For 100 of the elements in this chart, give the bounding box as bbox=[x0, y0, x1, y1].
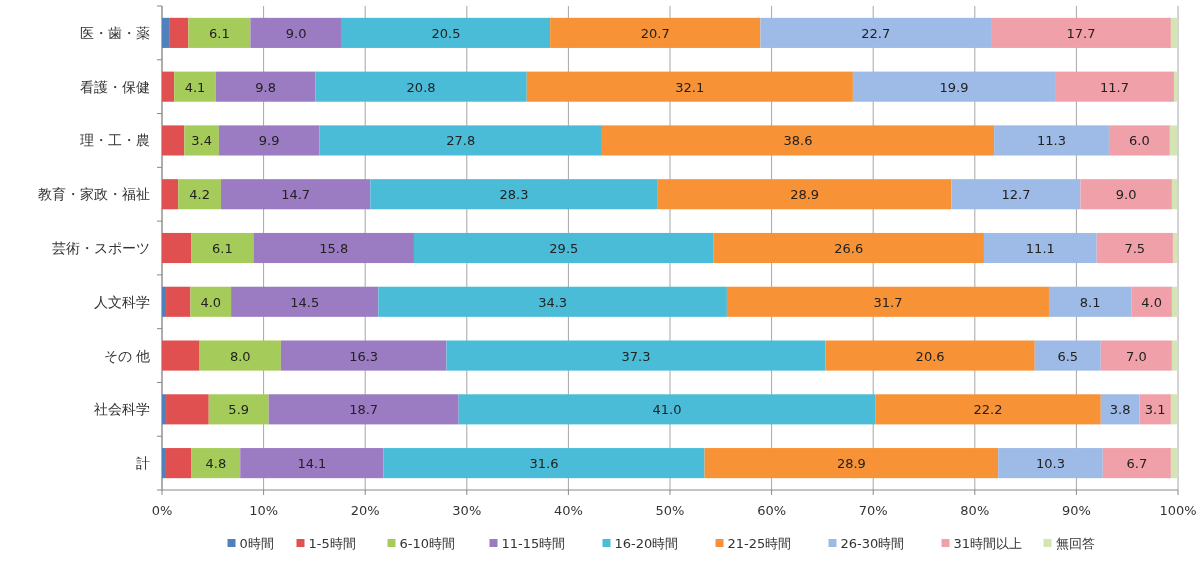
data-label: 11.7 bbox=[1100, 79, 1129, 95]
bar bbox=[268, 394, 459, 425]
x-tick-label: 20% bbox=[350, 503, 380, 518]
data-label: 4.0 bbox=[1141, 294, 1162, 310]
bar bbox=[760, 17, 992, 48]
bar bbox=[991, 17, 1171, 48]
bar bbox=[1173, 71, 1178, 102]
x-tick-label: 80% bbox=[960, 503, 990, 518]
bar bbox=[370, 179, 658, 210]
legend-label: 1-5時間 bbox=[308, 536, 356, 551]
data-label: 9.8 bbox=[255, 79, 276, 95]
data-label: 6.5 bbox=[1057, 348, 1079, 364]
data-label: 4.1 bbox=[184, 79, 206, 95]
bar bbox=[215, 71, 316, 102]
data-label: 6.1 bbox=[209, 25, 230, 41]
data-label: 19.9 bbox=[939, 79, 969, 95]
data-label: 31.7 bbox=[873, 294, 903, 310]
data-label: 9.0 bbox=[1115, 187, 1137, 203]
data-label: 10.3 bbox=[1036, 456, 1065, 472]
data-label: 4.0 bbox=[200, 294, 222, 310]
bar bbox=[1102, 448, 1171, 479]
data-label: 9.0 bbox=[285, 25, 307, 41]
legend-label: 26-30時間 bbox=[840, 536, 905, 551]
bar bbox=[1169, 125, 1177, 156]
bar bbox=[446, 340, 826, 371]
y-tick-label: 人文科学 bbox=[94, 293, 150, 310]
y-tick-label: 社会科学 bbox=[94, 401, 150, 418]
bar bbox=[166, 286, 191, 317]
data-label: 26.6 bbox=[834, 241, 864, 256]
x-tick-label: 50% bbox=[655, 503, 685, 518]
bar bbox=[550, 17, 761, 48]
legend-label: 0時間 bbox=[239, 536, 274, 551]
legend-label: 6-10時間 bbox=[399, 536, 456, 551]
y-tick-label: 教育・家政・福祉 bbox=[38, 186, 150, 203]
bar bbox=[191, 448, 241, 479]
bar bbox=[319, 125, 602, 156]
x-tick-label: 10% bbox=[249, 503, 279, 518]
x-tick-label: 100% bbox=[1159, 503, 1197, 518]
bar bbox=[704, 448, 999, 479]
bar bbox=[1172, 232, 1177, 264]
data-label: 20.5 bbox=[431, 25, 461, 41]
bar bbox=[1170, 394, 1178, 425]
bar bbox=[190, 286, 232, 317]
bar bbox=[188, 17, 251, 48]
data-label: 11.1 bbox=[1025, 241, 1055, 256]
x-tick-label: 30% bbox=[452, 503, 482, 518]
data-label: 38.6 bbox=[783, 133, 813, 149]
y-tick-label: 計 bbox=[136, 455, 150, 472]
bar bbox=[1055, 71, 1174, 102]
bar bbox=[983, 232, 1097, 264]
bar bbox=[1170, 448, 1178, 479]
data-label: 28.9 bbox=[790, 187, 820, 203]
y-tick-label: 医・歯・薬 bbox=[80, 24, 150, 41]
bar bbox=[165, 448, 192, 479]
bar bbox=[413, 232, 714, 264]
bar bbox=[174, 71, 216, 102]
x-tick-label: 90% bbox=[1061, 503, 1091, 518]
bar bbox=[231, 286, 379, 317]
bar bbox=[162, 340, 200, 371]
bar bbox=[191, 232, 254, 264]
data-label: 6.7 bbox=[1126, 456, 1148, 472]
legend-label: 無回答 bbox=[1055, 536, 1095, 551]
legend-label: 21-25時間 bbox=[727, 536, 792, 551]
data-label: 37.3 bbox=[621, 348, 651, 364]
data-label: 7.5 bbox=[1124, 241, 1146, 256]
data-label: 14.1 bbox=[297, 456, 327, 472]
x-tick-label: 70% bbox=[858, 503, 888, 518]
data-label: 8.1 bbox=[1079, 294, 1101, 310]
bar bbox=[1100, 340, 1172, 371]
legend-label: 16-20時間 bbox=[614, 536, 679, 551]
bar bbox=[280, 340, 447, 371]
bar bbox=[1096, 232, 1173, 264]
bar bbox=[162, 125, 185, 156]
x-tick-label: 60% bbox=[757, 503, 787, 518]
bar bbox=[601, 125, 995, 156]
bar bbox=[162, 286, 167, 317]
bar bbox=[1100, 394, 1140, 425]
data-label: 8.0 bbox=[229, 348, 251, 364]
bar bbox=[162, 448, 166, 479]
data-label: 32.1 bbox=[675, 79, 705, 95]
data-label: 28.3 bbox=[499, 187, 529, 203]
bar bbox=[852, 71, 1056, 102]
bar bbox=[166, 394, 209, 425]
data-label: 20.6 bbox=[915, 348, 945, 364]
y-tick-label: 芸術・スポーツ bbox=[52, 240, 150, 256]
data-label: 20.7 bbox=[640, 25, 670, 41]
bar bbox=[875, 394, 1101, 425]
bar bbox=[1080, 179, 1172, 210]
data-label: 41.0 bbox=[652, 402, 682, 418]
bar bbox=[218, 125, 320, 156]
bar bbox=[253, 232, 414, 264]
data-label: 3.4 bbox=[191, 133, 212, 149]
data-label: 34.3 bbox=[538, 294, 568, 310]
bar bbox=[250, 17, 342, 48]
data-label: 20.8 bbox=[406, 79, 436, 95]
bar bbox=[162, 71, 175, 102]
bar bbox=[162, 179, 179, 210]
data-label: 31.6 bbox=[529, 456, 559, 472]
bar bbox=[951, 179, 1081, 210]
y-tick-label: 看護・保健 bbox=[80, 78, 150, 95]
